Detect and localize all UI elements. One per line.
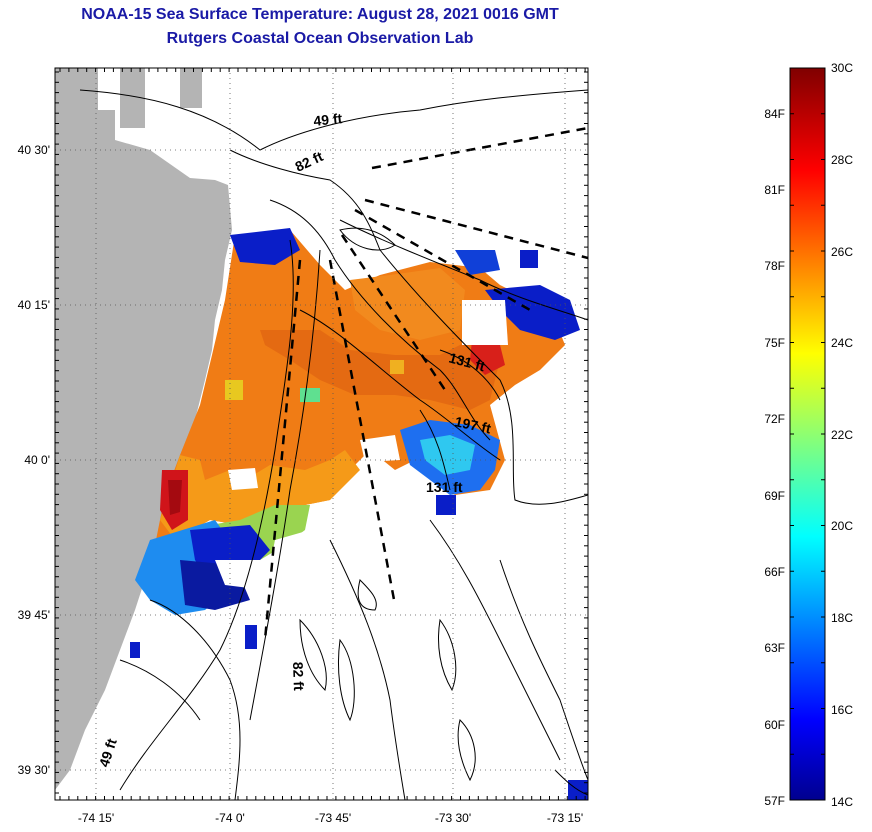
depth-label-49ft: 49 ft (313, 110, 344, 129)
colorbar-celsius-label: 22C (831, 428, 853, 442)
lon-tick-label: -74 15' (78, 811, 114, 825)
colorbar-ticks (790, 67, 825, 801)
lat-tick-label: 39 30' (18, 763, 50, 777)
map-gridlines (55, 68, 588, 800)
colorbar-fahrenheit-label: 84F (764, 107, 785, 121)
colorbar-celsius-label: 20C (831, 519, 853, 533)
lon-tick-label: -73 30' (435, 811, 471, 825)
land-north (180, 68, 202, 108)
colorbar-fahrenheit-label: 81F (764, 183, 785, 197)
map-title: NOAA-15 Sea Surface Temperature: August … (81, 6, 559, 23)
lon-tick-label: -73 15' (547, 811, 583, 825)
colorbar-celsius-label: 18C (831, 611, 853, 625)
sst-raster (130, 228, 588, 800)
colorbar-fahrenheit-label: 60F (764, 718, 785, 732)
lon-tick-label: -74 0' (215, 811, 245, 825)
depth-label-197ft: 197 ft (453, 413, 492, 436)
colorbar-celsius-label: 14C (831, 795, 853, 809)
colorbar-fahrenheit-label: 75F (764, 336, 785, 350)
colorbar-celsius-label: 16C (831, 703, 853, 717)
lat-tick-label: 39 45' (18, 608, 50, 622)
map-tick-marks (55, 68, 588, 800)
lon-tick-label: -73 45' (315, 811, 351, 825)
colorbar-celsius-label: 24C (831, 336, 853, 350)
colorbar-celsius-label: 30C (831, 61, 853, 75)
shipping-lanes (263, 126, 588, 641)
colorbar-fahrenheit-label: 72F (764, 412, 785, 426)
depth-label-131ft-south: 131 ft (426, 479, 463, 495)
colorbar (789, 67, 826, 801)
lat-tick-label: 40 0' (24, 453, 50, 467)
map-border (54, 67, 589, 801)
lat-tick-label: 40 15' (18, 298, 50, 312)
bathymetry-contours (79, 89, 588, 800)
colorbar-fahrenheit-label: 63F (764, 641, 785, 655)
map-subtitle: Rutgers Coastal Ocean Observation Lab (166, 30, 474, 47)
depth-label-82ft-south: 82 ft (290, 662, 307, 692)
colorbar-celsius-label: 28C (831, 153, 853, 167)
colorbar-fahrenheit-label: 57F (764, 794, 785, 808)
colorbar-fahrenheit-label: 78F (764, 259, 785, 273)
colorbar-fahrenheit-label: 69F (764, 489, 785, 503)
colorbar-celsius-label: 26C (831, 245, 853, 259)
colorbar-fahrenheit-label: 66F (764, 565, 785, 579)
land-new-jersey (55, 68, 232, 790)
lat-tick-label: 40 30' (18, 143, 50, 157)
